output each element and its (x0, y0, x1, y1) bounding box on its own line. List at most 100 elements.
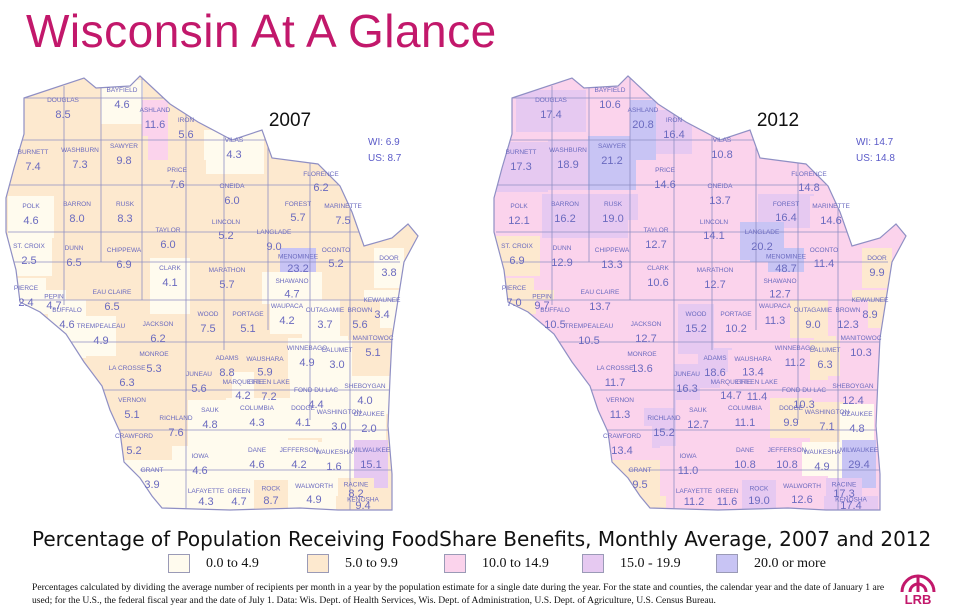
county-fill (758, 296, 792, 334)
county-value: 4.8 (849, 423, 864, 435)
county-fill (776, 476, 828, 510)
lrb-logo-icon (900, 574, 936, 593)
county-name: KEWAUNEE (364, 297, 402, 304)
county-value: 19.0 (748, 495, 769, 507)
county-name: IRON (666, 117, 683, 124)
county-value: 12.7 (635, 333, 656, 345)
legend-swatch (716, 554, 738, 573)
county-value: 4.7 (231, 496, 246, 508)
county-value: 4.6 (192, 465, 207, 477)
county-name: TAYLOR (155, 227, 180, 234)
county-name: ASHLAND (140, 107, 171, 114)
county-name: JUNEAU (674, 371, 700, 378)
county-value: 17.3 (510, 161, 531, 173)
county-fill (54, 194, 100, 238)
county-fill (288, 476, 340, 510)
county-name: WALWORTH (783, 483, 821, 490)
county-value: 20.2 (751, 241, 772, 253)
county-value: 5.2 (328, 258, 343, 270)
county-name: FOND DU LAC (294, 387, 338, 394)
county-name: BAYFIELD (595, 87, 626, 94)
county-name: VILAS (713, 137, 732, 144)
county-fill (742, 480, 776, 510)
county-value: 4.2 (235, 390, 250, 402)
county-name: CALUMET (809, 347, 840, 354)
county-value: 16.4 (663, 129, 684, 141)
county-value: 12.3 (837, 319, 858, 331)
county-fill (316, 240, 356, 274)
county-name: MENOMINEE (278, 254, 319, 261)
county-name: TREMPEALEAU (565, 323, 614, 330)
county-name: RICHLAND (159, 415, 193, 422)
county-name: FLORENCE (791, 171, 827, 178)
county-name: SHAWANO (763, 278, 796, 285)
county-name: LAFAYETTE (676, 488, 713, 495)
county-value: 1.6 (326, 461, 341, 473)
county-value: 9.0 (266, 241, 281, 253)
county-name: ONEIDA (220, 183, 246, 190)
map-2012: DOUGLAS 17.4 BAYFIELD 10.6 ASHLAND 20.8 IRON 16… (493, 75, 907, 512)
county-fill (96, 240, 152, 280)
county-fill (676, 400, 720, 448)
county-value: 12.4 (842, 395, 863, 407)
county-name: POLK (510, 203, 528, 210)
county-value: 20.8 (632, 119, 653, 131)
county-value: 9.8 (116, 155, 131, 167)
county-name: WASHBURN (61, 147, 99, 154)
county-name: SAWYER (110, 143, 138, 150)
county-name: BARRON (551, 201, 579, 208)
county-value: 3.0 (331, 421, 346, 433)
county-value: 11.3 (765, 315, 786, 327)
map-year: 2007 (269, 110, 311, 131)
county-name: OCONTO (810, 247, 838, 254)
county-name: GREEN (227, 488, 250, 495)
county-value: 4.9 (299, 357, 314, 369)
county-value: 9.4 (355, 500, 370, 512)
county-name: KEWAUNEE (852, 297, 890, 304)
county-name: BAYFIELD (107, 87, 138, 94)
legend-item: 20.0 or more (716, 554, 826, 573)
county-fill (542, 194, 588, 238)
county-value: 16.4 (775, 212, 796, 224)
county-name: ADAMS (215, 355, 239, 362)
county-value: 15.1 (360, 459, 381, 471)
county-fill (206, 176, 258, 216)
county-value: 7.5 (200, 323, 215, 335)
county-value: 13.7 (709, 195, 730, 207)
county-value: 10.8 (711, 149, 732, 161)
county-fill (270, 296, 304, 334)
county-name: DUNN (65, 245, 84, 252)
county-fill (694, 176, 746, 216)
county-value: 13.7 (589, 301, 610, 313)
county-fill (130, 344, 178, 396)
county-name: RACINE (344, 481, 369, 488)
county-name: DOUGLAS (47, 97, 79, 104)
map-2007: DOUGLAS 8.5 BAYFIELD 4.6 ASHLAND 11.6 IRON 5.6 V… (5, 75, 419, 512)
county-name: GRANT (141, 467, 164, 474)
county-name: ROCK (750, 486, 769, 493)
county-name: SAUK (201, 407, 219, 414)
county-fill (618, 344, 666, 396)
county-name: TAYLOR (643, 227, 668, 234)
county-value: 21.2 (601, 155, 622, 167)
county-name: MONROE (139, 351, 169, 358)
county-value: 4.6 (249, 459, 264, 471)
county-value: 7.4 (25, 161, 40, 173)
county-name: MARQUETTE (711, 379, 752, 386)
county-value: 12.7 (645, 239, 666, 251)
county-name: JACKSON (631, 321, 662, 328)
county-value: 6.3 (119, 377, 134, 389)
county-name: SHEBOYGAN (832, 383, 873, 390)
county-fill (354, 328, 392, 376)
county-fill (86, 316, 116, 356)
county-value: 8.9 (862, 309, 877, 321)
county-fill (804, 240, 844, 274)
county-fill (588, 136, 636, 190)
map-year: 2012 (757, 110, 799, 131)
legend-item: 15.0 - 19.9 (582, 554, 681, 573)
county-value: 4.4 (308, 399, 323, 411)
county-value: 12.6 (791, 494, 812, 506)
county-fill (150, 258, 190, 316)
county-value: 17.4 (840, 500, 861, 512)
county-fill (226, 304, 270, 354)
